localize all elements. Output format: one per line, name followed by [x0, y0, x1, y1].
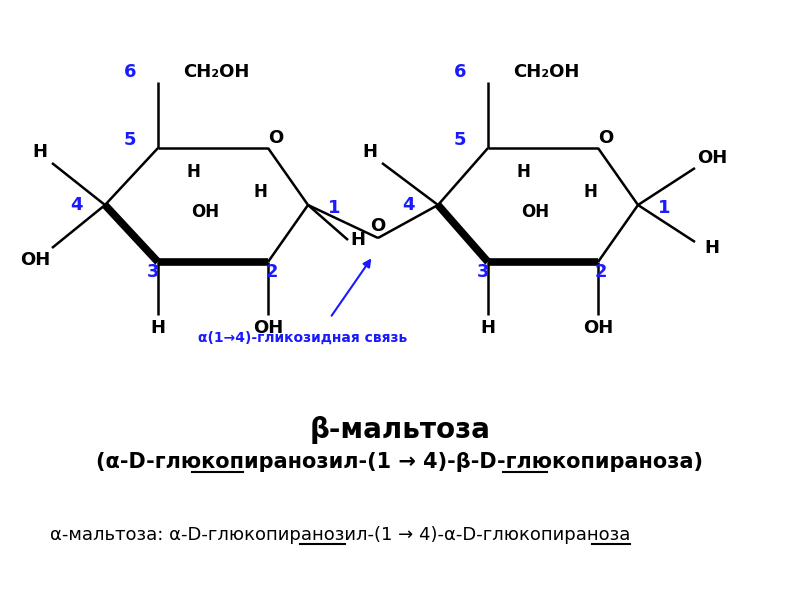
Text: OH: OH [20, 251, 50, 269]
Text: 5: 5 [124, 131, 136, 149]
Text: H: H [253, 183, 267, 201]
Text: β-мальтоза: β-мальтоза [310, 416, 490, 444]
Text: H: H [362, 143, 378, 161]
Text: 4: 4 [70, 196, 82, 214]
Text: O: O [370, 217, 386, 235]
Text: CH₂OH: CH₂OH [183, 63, 250, 81]
Text: 2: 2 [594, 263, 607, 281]
Text: 1: 1 [328, 199, 340, 217]
Text: 1: 1 [658, 199, 670, 217]
Text: OH: OH [583, 319, 613, 337]
Text: 5: 5 [454, 131, 466, 149]
Text: H: H [150, 319, 166, 337]
Text: 3: 3 [146, 263, 159, 281]
Text: 6: 6 [124, 63, 136, 81]
Text: H: H [350, 231, 366, 249]
Text: 3: 3 [477, 263, 490, 281]
Text: 2: 2 [266, 263, 278, 281]
Text: H: H [33, 143, 47, 161]
Text: OH: OH [697, 149, 727, 167]
Text: H: H [186, 163, 200, 181]
Text: 4: 4 [402, 196, 414, 214]
Text: H: H [481, 319, 495, 337]
Text: (α-D-глюкопиранозил-(1 → 4)-β-D-глюкопираноза): (α-D-глюкопиранозил-(1 → 4)-β-D-глюкопир… [97, 452, 703, 472]
Text: O: O [598, 129, 614, 147]
Text: α(1→4)-гликозидная связь: α(1→4)-гликозидная связь [198, 331, 408, 345]
Text: O: O [268, 129, 284, 147]
Text: H: H [583, 183, 597, 201]
Text: OH: OH [253, 319, 283, 337]
Text: OH: OH [521, 203, 549, 221]
Text: 6: 6 [454, 63, 466, 81]
Text: α-мальтоза: α-D-глюкопиранозил-(1 → 4)-α-D-глюкопираноза: α-мальтоза: α-D-глюкопиранозил-(1 → 4)-α… [50, 526, 630, 544]
Text: OH: OH [191, 203, 219, 221]
Text: H: H [705, 239, 719, 257]
Text: H: H [516, 163, 530, 181]
Text: CH₂OH: CH₂OH [513, 63, 579, 81]
